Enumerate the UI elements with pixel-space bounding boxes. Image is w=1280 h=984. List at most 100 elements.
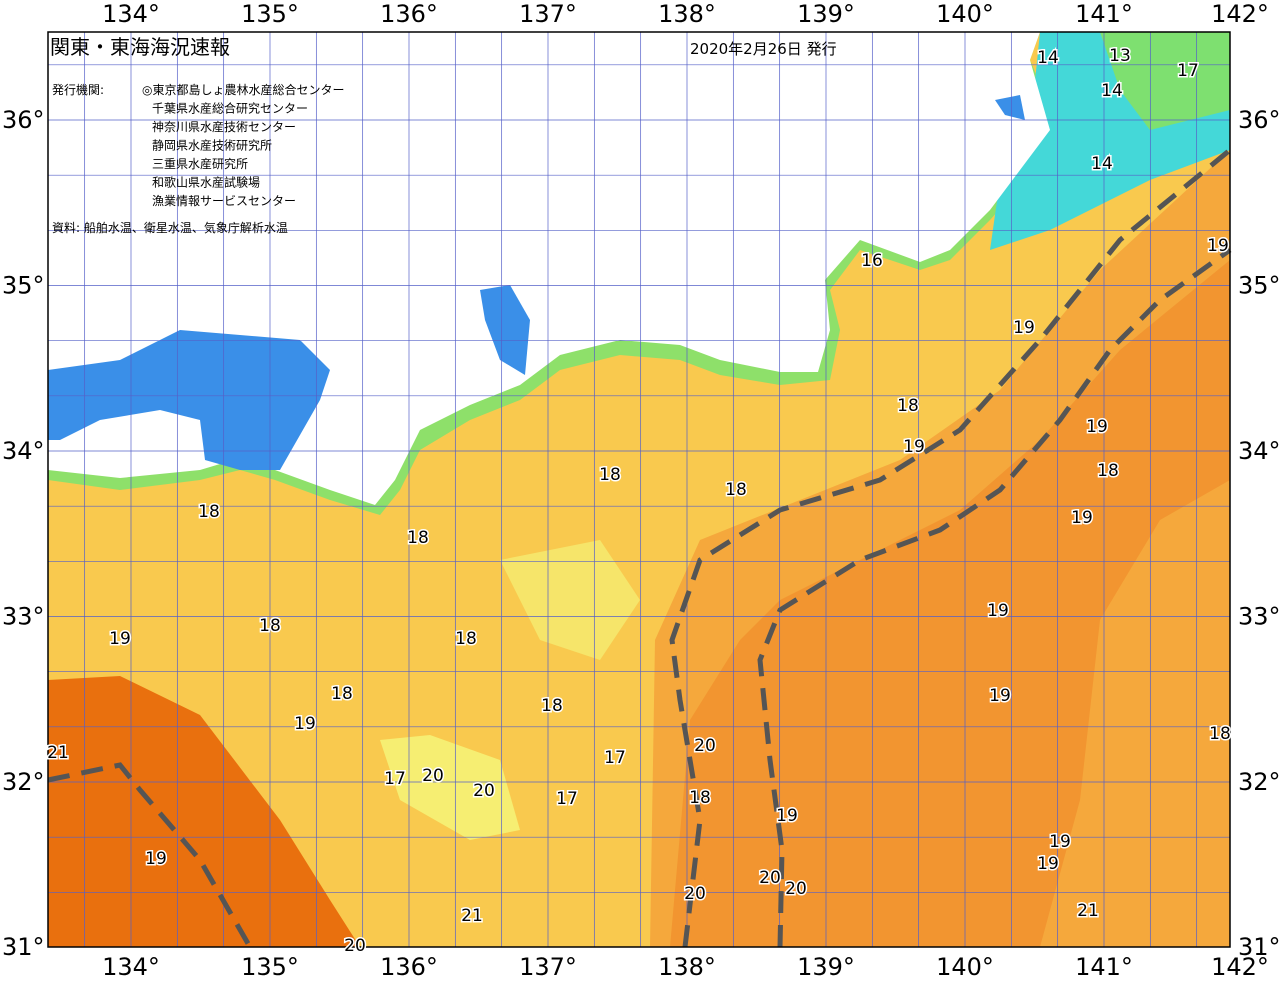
contour-label: 19: [1207, 236, 1229, 256]
contour-label: 17: [1177, 61, 1199, 81]
longitude-label: 136°: [380, 0, 438, 28]
kuroshio-edge: [669, 148, 1232, 948]
latitude-label: 35°: [2, 272, 45, 300]
contour-label: 14: [1091, 154, 1113, 174]
contour-label: 17: [384, 769, 406, 789]
longitude-label: 135°: [241, 0, 299, 28]
contour-label: 20: [759, 868, 781, 888]
contour-label: 18: [689, 788, 711, 808]
contour-label: 18: [541, 696, 563, 716]
longitude-label: 142°: [1211, 953, 1269, 980]
latitude-label: 36°: [1238, 106, 1280, 134]
map-frame: [47, 31, 1231, 948]
warm-light-zone: [500, 540, 640, 660]
contour-label: 19: [776, 806, 798, 826]
lake: [995, 95, 1025, 120]
longitude-label: 134°: [102, 953, 160, 980]
latitude-label: 32°: [2, 768, 45, 796]
latitude-label: 32°: [1238, 768, 1280, 796]
agency: 三重県水産研究所: [152, 156, 248, 171]
latitude-label: 31°: [2, 933, 45, 961]
contour-label: 19: [1049, 832, 1071, 852]
kuroshio-axis: [47, 762, 253, 949]
contour-label: 19: [989, 686, 1011, 706]
contour-label: 18: [1097, 461, 1119, 481]
contour-label: 20: [422, 766, 444, 786]
agency: 和歌山県水産試験場: [152, 175, 260, 190]
contour-label: 19: [987, 601, 1009, 621]
agency: 千葉県水産総合研究センター: [152, 101, 308, 116]
longitude-label: 141°: [1075, 953, 1133, 980]
agency: 神奈川県水産技術センター: [152, 119, 296, 134]
longitude-label: 136°: [380, 953, 438, 980]
kuroshio-warm-zone: [48, 676, 360, 947]
contour-label: 18: [259, 616, 281, 636]
inland-sea: [48, 330, 330, 470]
longitude-label: 137°: [519, 953, 577, 980]
longitude-label: 139°: [797, 953, 855, 980]
longitude-label: 134°: [102, 0, 160, 28]
cool-zone: [1100, 32, 1230, 130]
contour-label: 21: [461, 906, 483, 926]
data-source: 資料: 船舶水温、衛星水温、気象庁解析水温: [52, 220, 288, 235]
contour-label: 21: [47, 743, 69, 763]
contour-label: 13: [1109, 46, 1131, 66]
contour-label: 19: [1013, 318, 1035, 338]
contour-label: 16: [861, 251, 883, 271]
latitude-label: 36°: [2, 106, 45, 134]
latitude-label: 33°: [2, 603, 45, 631]
dark-orange-zone: [670, 260, 1230, 947]
latitude-label: 31°: [1238, 933, 1280, 961]
contour-label: 21: [1077, 901, 1099, 921]
longitude-label: 141°: [1075, 0, 1133, 28]
contour-label: 18: [897, 396, 919, 416]
warm-light-zone: [380, 735, 520, 840]
latitude-label: 33°: [1238, 603, 1280, 631]
contour-label: 17: [604, 748, 626, 768]
contour-label: 19: [1037, 854, 1059, 874]
issue-date: 2020年2月26日 発行: [690, 40, 837, 58]
contour-label: 18: [599, 465, 621, 485]
agency: 静岡県水産技術研究所: [152, 138, 272, 153]
contour-label: 18: [407, 528, 429, 548]
contour-label: 19: [1086, 417, 1108, 437]
contour-label: 14: [1037, 48, 1059, 68]
latitude-label: 34°: [2, 437, 45, 465]
longitude-label: 138°: [658, 953, 716, 980]
contour-label: 19: [294, 714, 316, 734]
contour-label: 20: [694, 736, 716, 756]
map-title: 関東・東海海況速報: [50, 35, 230, 59]
longitude-label: 142°: [1211, 0, 1269, 28]
contour-label: 17: [556, 789, 578, 809]
longitude-label: 139°: [797, 0, 855, 28]
latitude-label: 34°: [1238, 437, 1280, 465]
contour-label: 18: [455, 629, 477, 649]
contour-label: 20: [684, 884, 706, 904]
contour-label: 19: [109, 629, 131, 649]
longitude-label: 135°: [241, 953, 299, 980]
longitude-label: 138°: [658, 0, 716, 28]
contour-label: 20: [344, 936, 366, 956]
contour-label: 19: [145, 849, 167, 869]
kuroshio-edge: [757, 247, 1232, 948]
contour-label: 20: [785, 879, 807, 899]
contour-label: 19: [1071, 508, 1093, 528]
longitude-label: 140°: [936, 953, 994, 980]
contour-label: 18: [331, 684, 353, 704]
contour-label: 18: [725, 480, 747, 500]
longitude-label: 140°: [936, 0, 994, 28]
latitude-label: 35°: [1238, 272, 1280, 300]
grid: [48, 32, 1230, 947]
longitude-label: 137°: [519, 0, 577, 28]
agency: ◎東京都島しょ農林水産総合センター: [142, 82, 344, 97]
contour-label: 18: [198, 502, 220, 522]
ise-bay: [480, 285, 530, 375]
contour-label: 14: [1101, 81, 1123, 101]
agency: 漁業情報サービスセンター: [152, 194, 296, 208]
contour-label: 18: [1209, 724, 1231, 744]
contour-label: 20: [473, 781, 495, 801]
agencies-label: 発行機関:: [52, 82, 104, 97]
contour-label: 19: [903, 437, 925, 457]
